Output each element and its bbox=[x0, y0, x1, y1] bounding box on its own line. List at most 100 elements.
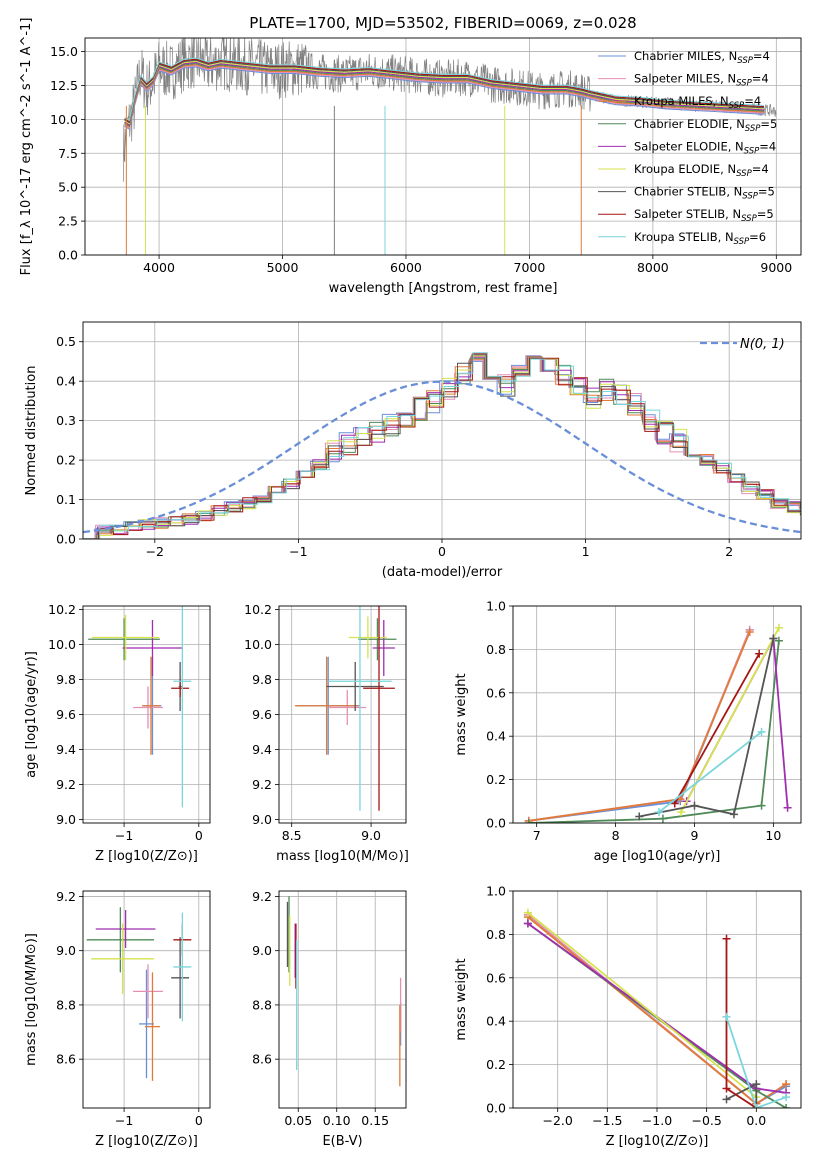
axes-frame bbox=[82, 321, 802, 540]
weight-line bbox=[528, 640, 780, 823]
y-tick-label: 0.0 bbox=[58, 248, 78, 263]
axes-frame bbox=[82, 605, 211, 824]
weight-marker bbox=[757, 727, 766, 736]
weight-marker bbox=[752, 1104, 761, 1108]
y-axis-label: mass [log10(M/M⊙)] bbox=[24, 933, 39, 1066]
y-tick-label: 0.4 bbox=[486, 1014, 506, 1029]
y-tick-label: 9.2 bbox=[56, 777, 76, 792]
x-tick-label: 0.10 bbox=[323, 1113, 351, 1128]
plot-area bbox=[86, 907, 192, 1081]
legend-entry: Salpeter ELODIE, NSSP=4 bbox=[634, 139, 776, 156]
x-tick-label: −2.0 bbox=[543, 1113, 573, 1128]
weight-line bbox=[528, 631, 751, 822]
x-tick-label: 5000 bbox=[267, 260, 299, 275]
x-axis-label: (data-model)/error bbox=[382, 565, 503, 580]
y-tick-label: 9.6 bbox=[252, 707, 272, 722]
weight-marker bbox=[722, 1012, 731, 1021]
y-tick-label: 0.2 bbox=[56, 453, 76, 468]
weight-marker bbox=[635, 812, 644, 821]
legend-entry: Chabrier ELODIE, NSSP=5 bbox=[634, 117, 777, 134]
y-tick-label: 8.8 bbox=[252, 997, 272, 1012]
x-tick-label: 9 bbox=[691, 828, 699, 843]
y-tick-label: 9.0 bbox=[252, 812, 272, 827]
x-tick-label: 0 bbox=[438, 544, 446, 559]
normal-curve bbox=[83, 380, 801, 534]
y-tick-label: 0.4 bbox=[486, 729, 506, 744]
y-tick-label: 0.8 bbox=[486, 927, 506, 942]
x-tick-label: 8000 bbox=[637, 260, 669, 275]
y-tick-label: 7.5 bbox=[58, 146, 78, 161]
y-tick-label: 9.6 bbox=[56, 707, 76, 722]
x-tick-label: 8 bbox=[612, 828, 620, 843]
legend-entry: Chabrier STELIB, NSSP=5 bbox=[634, 185, 775, 202]
weight-marker bbox=[774, 623, 783, 632]
weight-marker bbox=[658, 814, 667, 823]
axes-frame bbox=[278, 605, 407, 824]
y-tick-label: 9.0 bbox=[56, 943, 76, 958]
y-tick-label: 9.2 bbox=[252, 889, 272, 904]
y-tick-label: 10.0 bbox=[48, 637, 76, 652]
x-tick-label: 10 bbox=[765, 828, 781, 843]
y-tick-label: 0.0 bbox=[486, 1101, 506, 1116]
x-axis-label: wavelength [Angstrom, rest frame] bbox=[329, 281, 558, 296]
weight-line bbox=[528, 629, 751, 822]
legend-entry: Kroupa STELIB, NSSP=6 bbox=[634, 230, 766, 247]
model-line bbox=[124, 57, 765, 122]
x-tick-label: 0.05 bbox=[284, 1113, 312, 1128]
y-tick-label: 0.3 bbox=[56, 413, 76, 428]
x-tick-label: 9000 bbox=[760, 260, 792, 275]
y-tick-label: 15.0 bbox=[50, 44, 78, 59]
y-tick-label: 0.1 bbox=[56, 492, 76, 507]
weight-marker bbox=[524, 819, 533, 823]
histogram-step bbox=[84, 354, 801, 539]
x-tick-label: 7 bbox=[533, 828, 541, 843]
weight-marker bbox=[523, 919, 532, 928]
x-axis-label: age [log10(age/yr)] bbox=[594, 849, 721, 864]
y-tick-label: 1.0 bbox=[486, 599, 506, 614]
weight-marker bbox=[755, 649, 764, 658]
weight-line bbox=[725, 1016, 787, 1108]
legend-entry: Salpeter MILES, NSSP=4 bbox=[634, 72, 769, 89]
plot-area bbox=[83, 352, 801, 539]
y-tick-label: 5.0 bbox=[58, 180, 78, 195]
weight-line bbox=[639, 638, 775, 818]
x-tick-label: −1 bbox=[289, 544, 307, 559]
y-axis-label: Normed distribution bbox=[24, 366, 39, 496]
x-tick-label: 0.15 bbox=[361, 1113, 389, 1128]
weight-line bbox=[528, 629, 751, 822]
spectrum-data-line bbox=[122, 38, 777, 182]
y-tick-label: 0.5 bbox=[56, 334, 76, 349]
y-tick-label: 0.8 bbox=[486, 642, 506, 657]
y-tick-label: 8.6 bbox=[252, 1052, 272, 1067]
y-axis-label: Flux [f_λ 10^-17 erg cm^-2 s^-1 A^-1] bbox=[19, 18, 34, 276]
axes-frame bbox=[84, 37, 802, 256]
plot-area bbox=[286, 896, 402, 1087]
x-tick-label: 0 bbox=[195, 828, 203, 843]
x-tick-label: 1 bbox=[582, 544, 590, 559]
y-axis-label: mass weight bbox=[454, 673, 469, 755]
y-axis-label: age [log10(age/yr)] bbox=[24, 651, 39, 778]
weight-marker bbox=[752, 1080, 761, 1089]
y-tick-label: 10.2 bbox=[48, 602, 76, 617]
x-tick-label: 8.5 bbox=[282, 828, 302, 843]
weight-marker bbox=[769, 634, 778, 643]
weight-marker bbox=[757, 801, 766, 810]
axes-frame bbox=[82, 890, 211, 1109]
legend-entry: Salpeter STELIB, NSSP=5 bbox=[634, 207, 774, 224]
y-tick-label: 8.8 bbox=[56, 997, 76, 1012]
x-tick-label: 0 bbox=[195, 1113, 203, 1128]
histogram-step bbox=[83, 355, 801, 539]
x-tick-label: 4000 bbox=[143, 260, 175, 275]
x-tick-label: 2 bbox=[725, 544, 733, 559]
y-tick-label: 9.2 bbox=[252, 777, 272, 792]
y-tick-label: 12.5 bbox=[50, 78, 78, 93]
x-tick-label: −1.5 bbox=[592, 1113, 622, 1128]
weight-marker bbox=[745, 628, 754, 637]
y-tick-label: 0.4 bbox=[56, 374, 76, 389]
x-tick-label: 6000 bbox=[390, 260, 422, 275]
axes-frame bbox=[278, 890, 407, 1109]
y-tick-label: 1.0 bbox=[486, 884, 506, 899]
weight-marker bbox=[722, 1095, 731, 1104]
y-tick-label: 9.0 bbox=[56, 812, 76, 827]
